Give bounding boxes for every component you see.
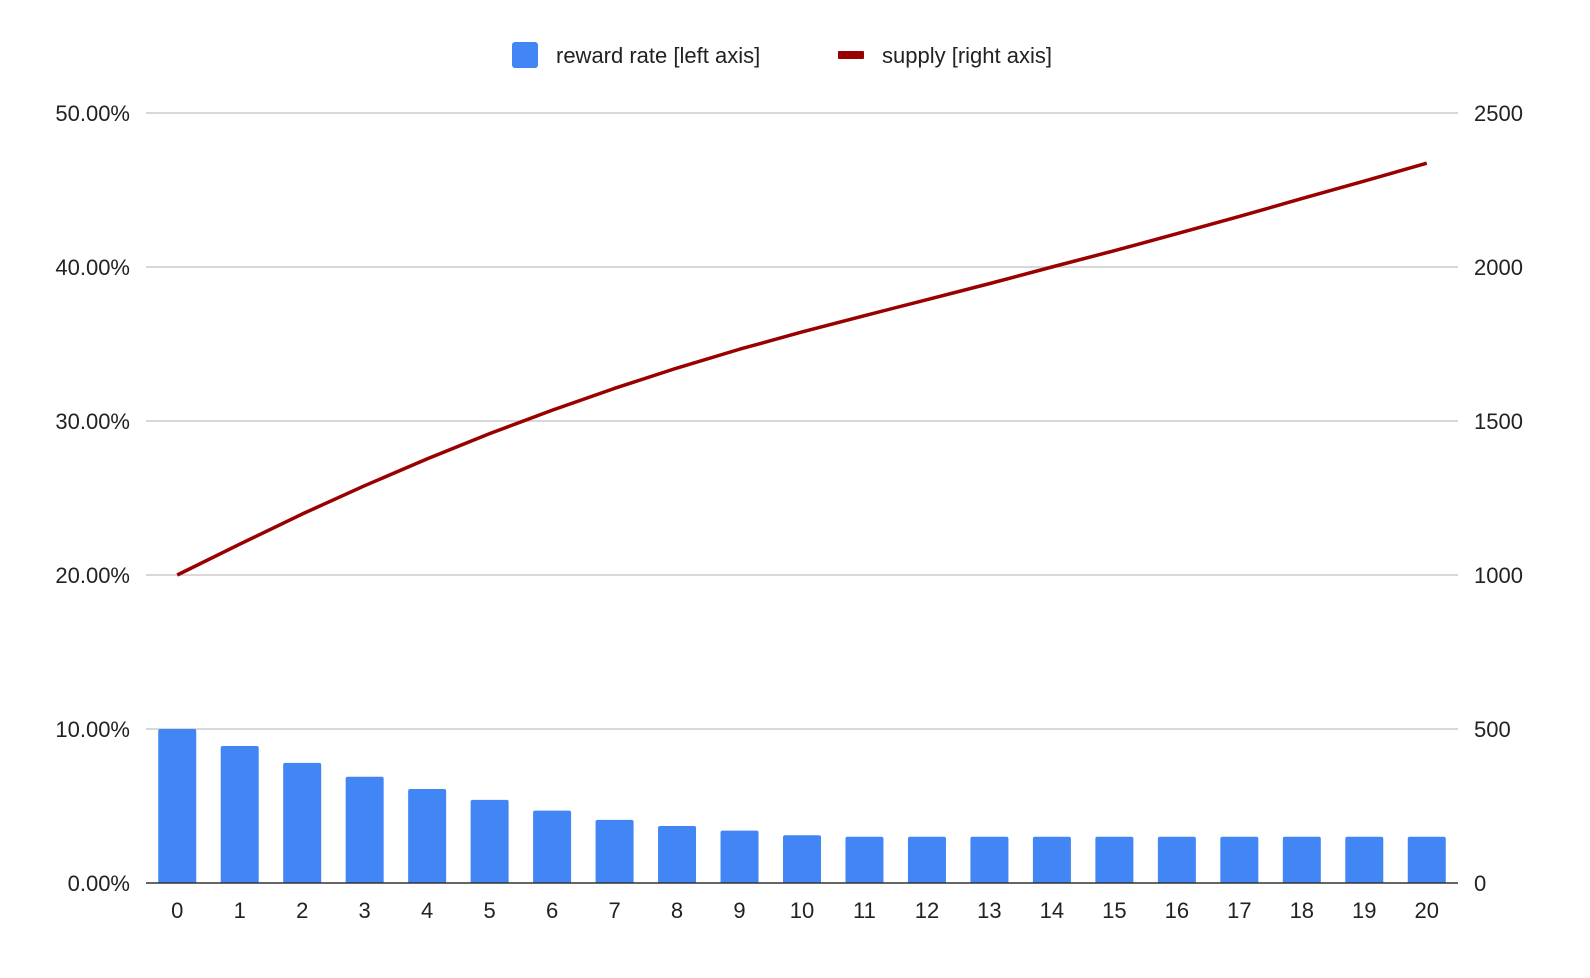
x-axis-tick-label: 0 bbox=[171, 898, 183, 923]
x-axis-tick-label: 9 bbox=[733, 898, 745, 923]
left-axis-tick-label: 10.00% bbox=[55, 717, 130, 742]
bar bbox=[970, 836, 1009, 883]
legend-label-reward-rate: reward rate [left axis] bbox=[556, 43, 760, 68]
bar bbox=[470, 799, 509, 883]
bar bbox=[345, 776, 384, 883]
bar bbox=[158, 729, 197, 883]
x-axis-tick-label: 2 bbox=[296, 898, 308, 923]
line-series-supply bbox=[176, 161, 1428, 577]
bar bbox=[220, 745, 259, 883]
bar bbox=[1345, 836, 1384, 883]
x-axis-tick-label: 5 bbox=[483, 898, 495, 923]
left-axis-tick-labels: 0.00% 10.00% 20.00% 30.00% 40.00% 50.00% bbox=[55, 101, 130, 896]
bar bbox=[1407, 836, 1446, 883]
bar bbox=[1282, 836, 1321, 883]
right-axis-tick-label: 1500 bbox=[1474, 409, 1523, 434]
left-axis-tick-label: 20.00% bbox=[55, 563, 130, 588]
x-axis-tick-label: 15 bbox=[1102, 898, 1126, 923]
x-axis-tick-label: 1 bbox=[234, 898, 246, 923]
bar bbox=[408, 789, 447, 883]
bar bbox=[533, 810, 572, 883]
bar bbox=[907, 836, 946, 883]
right-axis-tick-label: 0 bbox=[1474, 871, 1486, 896]
bar bbox=[1220, 836, 1259, 883]
x-axis-tick-label: 19 bbox=[1352, 898, 1376, 923]
x-axis-tick-label: 14 bbox=[1040, 898, 1064, 923]
x-axis-tick-label: 12 bbox=[915, 898, 939, 923]
bar bbox=[283, 762, 322, 883]
right-axis-tick-label: 2000 bbox=[1474, 255, 1523, 280]
x-axis-tick-label: 11 bbox=[853, 898, 876, 923]
bar bbox=[658, 826, 697, 883]
x-axis-tick-label: 4 bbox=[421, 898, 433, 923]
left-axis-tick-label: 30.00% bbox=[55, 409, 130, 434]
x-axis-tick-label: 16 bbox=[1165, 898, 1189, 923]
legend-swatch-reward-rate bbox=[512, 42, 538, 68]
x-axis-tick-label: 7 bbox=[608, 898, 620, 923]
bar bbox=[845, 836, 884, 883]
x-axis-tick-label: 13 bbox=[977, 898, 1001, 923]
gridlines bbox=[146, 112, 1458, 730]
x-axis-tick-labels: 0 1 2 3 4 5 6 7 8 9 10 11 12 13 14 15 16 17 18 19 20 bbox=[171, 898, 1439, 923]
supply-line bbox=[176, 161, 1428, 577]
right-axis-tick-label: 500 bbox=[1474, 717, 1511, 742]
x-axis-tick-label: 18 bbox=[1290, 898, 1314, 923]
bar bbox=[1032, 836, 1071, 883]
right-axis-tick-labels: 0 500 1000 1500 2000 2500 bbox=[1474, 101, 1523, 896]
bar-series-reward-rate bbox=[158, 729, 1446, 883]
bar bbox=[595, 819, 634, 883]
right-axis-tick-label: 1000 bbox=[1474, 563, 1523, 588]
legend: reward rate [left axis] supply [right ax… bbox=[512, 42, 1052, 68]
x-axis-tick-label: 6 bbox=[546, 898, 558, 923]
x-axis-tick-label: 8 bbox=[671, 898, 683, 923]
x-axis-tick-label: 20 bbox=[1415, 898, 1439, 923]
legend-swatch-supply bbox=[838, 51, 864, 59]
bar bbox=[1095, 836, 1134, 883]
x-axis-tick-label: 3 bbox=[359, 898, 371, 923]
legend-label-supply: supply [right axis] bbox=[882, 43, 1052, 68]
left-axis-tick-label: 0.00% bbox=[68, 871, 130, 896]
x-axis-tick-label: 17 bbox=[1227, 898, 1251, 923]
bar bbox=[720, 830, 759, 883]
right-axis-tick-label: 2500 bbox=[1474, 101, 1523, 126]
left-axis-tick-label: 50.00% bbox=[55, 101, 130, 126]
left-axis-tick-label: 40.00% bbox=[55, 255, 130, 280]
x-axis-tick-label: 10 bbox=[790, 898, 814, 923]
bar bbox=[1157, 836, 1196, 883]
bar bbox=[783, 835, 821, 883]
